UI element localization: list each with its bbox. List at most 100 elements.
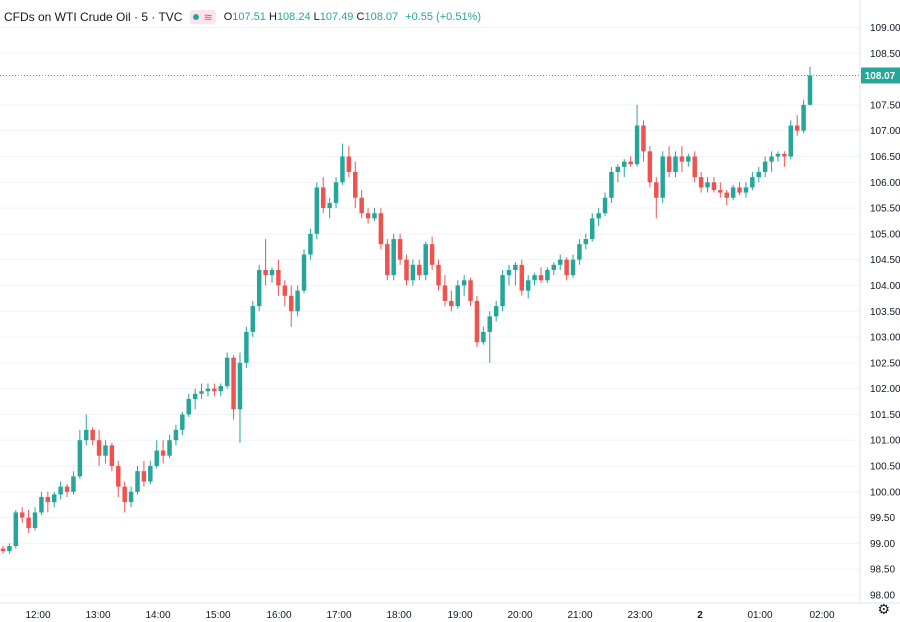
candle[interactable] [308, 228, 313, 260]
candle[interactable] [205, 383, 211, 397]
candle[interactable] [442, 275, 448, 307]
candle[interactable] [0, 545, 6, 554]
candle[interactable] [160, 440, 166, 464]
candle[interactable] [551, 262, 557, 276]
candle[interactable] [192, 388, 198, 410]
candle[interactable] [698, 171, 704, 193]
candle[interactable] [32, 507, 38, 531]
candle[interactable] [276, 259, 281, 296]
candle[interactable] [404, 254, 409, 286]
candle[interactable] [58, 481, 63, 500]
candle[interactable] [679, 146, 685, 172]
candle[interactable] [577, 239, 582, 265]
candle[interactable] [244, 326, 249, 368]
candle[interactable] [538, 267, 544, 283]
candle[interactable] [301, 249, 307, 294]
candle[interactable] [417, 259, 422, 281]
candle[interactable] [769, 151, 774, 172]
candle[interactable] [180, 411, 185, 436]
candle[interactable] [519, 259, 525, 296]
candle[interactable] [250, 300, 256, 338]
candle[interactable] [199, 383, 204, 399]
candle[interactable] [596, 208, 601, 227]
candle[interactable] [532, 272, 537, 286]
candle[interactable] [589, 213, 595, 242]
candle[interactable] [71, 471, 76, 495]
candle[interactable] [26, 509, 31, 534]
candle[interactable] [564, 257, 569, 281]
candle[interactable] [762, 156, 768, 178]
candle[interactable] [788, 120, 794, 160]
candle[interactable] [647, 146, 653, 188]
candle[interactable] [231, 355, 236, 420]
candle[interactable] [436, 259, 441, 291]
candle[interactable] [391, 233, 396, 281]
candle[interactable] [295, 285, 300, 317]
candle[interactable] [692, 151, 697, 183]
candle[interactable] [237, 352, 243, 443]
candle[interactable] [500, 269, 505, 312]
candle[interactable] [167, 435, 172, 459]
candle[interactable] [481, 326, 486, 345]
candle[interactable] [609, 166, 614, 203]
candle[interactable] [513, 262, 518, 286]
candle[interactable] [372, 208, 377, 221]
candle[interactable] [750, 171, 755, 191]
candle[interactable] [673, 151, 678, 178]
candle[interactable] [218, 383, 224, 397]
candle[interactable] [141, 460, 147, 487]
candle[interactable] [282, 280, 288, 307]
candle[interactable] [116, 460, 121, 497]
candle[interactable] [385, 239, 390, 281]
candle[interactable] [353, 161, 358, 209]
candle[interactable] [641, 120, 646, 162]
candle[interactable] [807, 66, 813, 106]
candle[interactable] [660, 151, 665, 203]
candle[interactable] [782, 151, 787, 167]
candle[interactable] [378, 208, 384, 250]
candle[interactable] [96, 429, 102, 467]
candle[interactable] [13, 509, 19, 549]
candle[interactable] [801, 99, 806, 134]
candle[interactable] [506, 264, 512, 286]
candle[interactable] [365, 208, 371, 224]
candle[interactable] [794, 115, 800, 136]
candle[interactable] [109, 442, 115, 472]
candle[interactable] [51, 491, 57, 508]
candle[interactable] [686, 153, 691, 167]
candle[interactable] [154, 440, 159, 469]
candle[interactable] [148, 460, 153, 485]
candle[interactable] [256, 264, 262, 312]
candle[interactable] [615, 164, 621, 183]
candle[interactable] [724, 190, 729, 206]
candle[interactable] [90, 427, 95, 446]
candle[interactable] [135, 466, 140, 495]
candle[interactable] [263, 239, 268, 286]
candle[interactable] [634, 104, 640, 167]
candle[interactable] [705, 177, 710, 193]
candle[interactable] [122, 481, 127, 513]
candle[interactable] [461, 275, 467, 296]
candle[interactable] [224, 352, 230, 389]
candle[interactable] [628, 156, 633, 167]
candle[interactable] [525, 275, 531, 299]
candle[interactable] [45, 491, 51, 513]
candle[interactable] [602, 192, 608, 216]
candle[interactable] [288, 285, 294, 327]
candle[interactable] [545, 267, 550, 283]
candle[interactable] [186, 393, 191, 418]
candle[interactable] [269, 267, 275, 283]
candle[interactable] [737, 182, 742, 196]
candle[interactable] [730, 184, 736, 201]
candle[interactable] [423, 241, 428, 281]
price-axis[interactable]: 109.00108.50108.00107.50107.00106.50106.… [870, 23, 900, 602]
candle[interactable] [775, 151, 781, 162]
candle[interactable] [654, 177, 659, 219]
candle[interactable] [493, 300, 499, 322]
candle[interactable] [474, 295, 480, 348]
candle[interactable] [449, 290, 454, 312]
candle[interactable] [359, 190, 364, 219]
candle[interactable] [557, 254, 563, 270]
candle[interactable] [570, 254, 576, 278]
